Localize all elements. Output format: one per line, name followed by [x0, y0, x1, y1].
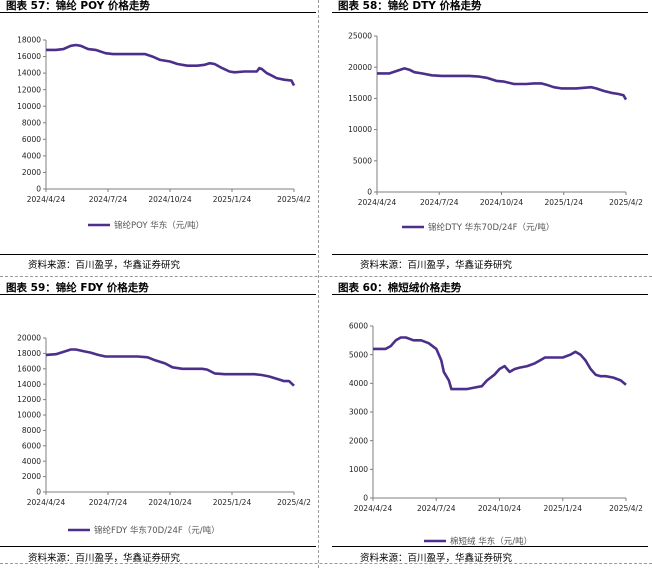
y-tick-label: 5000 — [353, 156, 372, 165]
x-tick-label: 2024/10/24 — [478, 504, 521, 513]
y-tick-label: 16000 — [17, 364, 41, 373]
x-tick-label: 2025/4/2 — [277, 195, 311, 204]
y-tick-label: 2000 — [22, 168, 41, 177]
horizontal-divider — [0, 276, 652, 277]
x-tick-label: 2024/10/24 — [148, 498, 191, 507]
y-tick-label: 20000 — [348, 63, 372, 72]
x-tick-label: 2024/10/24 — [148, 195, 191, 204]
y-tick-label: 1000 — [349, 465, 368, 474]
x-tick-label: 2025/1/24 — [213, 195, 252, 204]
x-tick-label: 2024/10/24 — [480, 198, 523, 207]
chart-title: 图表 60：棉短绒价格走势 — [338, 282, 462, 294]
x-tick-label: 2024/7/24 — [89, 498, 128, 507]
vertical-divider — [318, 0, 319, 568]
x-tick-label: 2024/7/24 — [420, 198, 459, 207]
y-tick-label: 14000 — [17, 69, 41, 78]
y-tick-label: 18000 — [17, 349, 41, 358]
chart-title: 图表 57：锦纶 POY 价格走势 — [6, 0, 150, 12]
y-tick-label: 6000 — [22, 135, 41, 144]
y-tick-label: 10000 — [348, 125, 372, 134]
legend-label: 棉短绒 华东（元/吨） — [450, 536, 532, 547]
y-tick-label: 3000 — [349, 408, 368, 417]
y-tick-label: 8000 — [22, 426, 41, 435]
source-rule — [0, 254, 316, 255]
source-rule — [0, 546, 316, 547]
chart-panel-fdy: 图表 59：锦纶 FDY 价格走势 0 2000 4000 6000 8000 10000… — [0, 278, 316, 568]
x-tick-label: 2025/4/2 — [609, 198, 643, 207]
y-tick-label: 2000 — [349, 436, 368, 445]
x-tick-label: 2024/7/24 — [89, 195, 128, 204]
source-note: 资料来源：百川盈孚，华鑫证券研究 — [360, 553, 513, 564]
chart-dty: 0 5000 10000 15000 20000 25000 2024/4/24 2024/7… — [348, 32, 643, 233]
legend-label: 锦纶FDY 华东70D/24F（元/吨） — [94, 525, 220, 536]
y-tick-label: 15000 — [348, 94, 372, 103]
series-line — [373, 336, 627, 391]
x-tick-label: 2024/7/24 — [417, 504, 456, 513]
legend-label: 锦纶DTY 华东70D/24F（元/吨） — [428, 222, 554, 233]
y-tick-label: 18000 — [17, 36, 41, 45]
chart-cotton-linter: 0 1000 2000 3000 4000 5000 6000 2024/4/24 2024/7… — [349, 322, 643, 547]
y-tick-label: 0 — [36, 488, 41, 497]
title-rule — [0, 12, 316, 13]
x-tick-label: 2024/4/24 — [358, 198, 397, 207]
bottom-divider — [0, 563, 652, 564]
chart-fdy: 0 2000 4000 6000 8000 10000 12000 14000 16000 180… — [17, 334, 311, 536]
title-rule — [0, 294, 316, 295]
chart-title: 图表 59：锦纶 FDY 价格走势 — [6, 282, 149, 294]
source-note: 资料来源：百川盈孚，华鑫证券研究 — [28, 553, 181, 564]
y-tick-label: 6000 — [22, 441, 41, 450]
y-tick-label: 12000 — [17, 85, 41, 94]
chart-panel-poy: 图表 57：锦纶 POY 价格走势 0 2000 4000 6000 8000 10000… — [0, 0, 316, 276]
source-note: 资料来源：百川盈孚，华鑫证券研究 — [28, 260, 181, 271]
y-tick-label: 8000 — [22, 118, 41, 127]
y-tick-label: 4000 — [22, 151, 41, 160]
y-tick-label: 12000 — [17, 395, 41, 404]
y-tick-label: 0 — [367, 188, 372, 197]
y-tick-label: 2000 — [22, 472, 41, 481]
series-line — [45, 348, 295, 387]
x-tick-label: 2025/1/24 — [545, 198, 584, 207]
chart-poy: 0 2000 4000 6000 8000 10000 12000 14000 16000 180… — [17, 36, 311, 231]
title-rule — [332, 294, 648, 295]
x-tick-label: 2024/4/24 — [27, 195, 66, 204]
y-tick-label: 0 — [36, 185, 41, 194]
y-tick-label: 25000 — [348, 32, 372, 41]
x-tick-label: 2025/4/2 — [277, 498, 311, 507]
legend-label: 锦纶POY 华东（元/吨） — [114, 220, 204, 231]
source-note: 资料来源：百川盈孚，华鑫证券研究 — [360, 260, 513, 271]
y-tick-label: 16000 — [17, 52, 41, 61]
y-tick-label: 10000 — [17, 102, 41, 111]
y-tick-label: 10000 — [17, 411, 41, 420]
x-tick-label: 2025/1/24 — [213, 498, 252, 507]
y-tick-label: 4000 — [349, 379, 368, 388]
title-rule — [332, 12, 648, 13]
source-rule — [332, 254, 648, 255]
y-tick-label: 6000 — [349, 322, 368, 331]
series-line — [377, 67, 628, 101]
y-tick-label: 20000 — [17, 334, 41, 343]
chart-panel-cotton-linter: 图表 60：棉短绒价格走势 0 1000 2000 3000 4000 5000 6000 2… — [332, 278, 648, 568]
source-rule — [332, 546, 648, 547]
y-tick-label: 5000 — [349, 350, 368, 359]
series-line — [46, 43, 296, 87]
chart-title: 图表 58：锦纶 DTY 价格走势 — [338, 0, 482, 12]
y-tick-label: 4000 — [22, 457, 41, 466]
x-tick-label: 2024/4/24 — [354, 504, 393, 513]
x-tick-label: 2025/4/2 — [609, 504, 643, 513]
chart-panel-dty: 图表 58：锦纶 DTY 价格走势 0 5000 10000 15000 20000 25… — [332, 0, 648, 276]
y-tick-label: 14000 — [17, 380, 41, 389]
x-tick-label: 2025/1/24 — [544, 504, 583, 513]
y-tick-label: 0 — [363, 494, 368, 503]
x-tick-label: 2024/4/24 — [27, 498, 66, 507]
